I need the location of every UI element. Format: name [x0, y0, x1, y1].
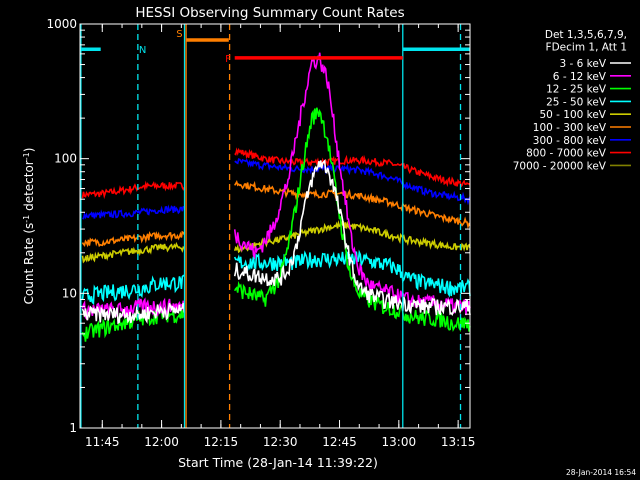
series-line: [81, 302, 186, 325]
y-axis-label-part: -1: [22, 215, 31, 223]
x-tick-label: 12:30: [263, 435, 298, 449]
flag-label: N: [139, 45, 146, 56]
legend-entry: 50 - 100 keV: [539, 109, 606, 121]
series-layer: [81, 52, 471, 342]
legend-entry: 6 - 12 keV: [553, 71, 607, 83]
y-axis-label-part: Count Rate (s: [22, 223, 36, 305]
series-line: [233, 52, 471, 316]
series-line: [81, 180, 185, 200]
series-line: [81, 274, 185, 306]
series-line: [234, 158, 471, 206]
y-tick-label: 100: [54, 152, 77, 166]
series-line: [233, 219, 471, 254]
y-tick-label: 10: [62, 286, 77, 300]
x-tick-label: 11:45: [85, 435, 120, 449]
series-line: [82, 204, 185, 220]
legend-header: FDecim 1, Att 1: [546, 42, 627, 54]
plot-frame: [79, 23, 471, 429]
x-axis-label: Start Time (28-Jan-14 11:39:22): [178, 455, 378, 470]
y-axis-label: Count Rate (s-1 detector-1): [22, 148, 37, 305]
legend-entry: 300 - 800 keV: [533, 135, 607, 147]
x-tick-label: 12:45: [322, 435, 357, 449]
chart-title: HESSI Observing Summary Count Rates: [135, 5, 404, 21]
legend-entry: 100 - 300 keV: [533, 122, 607, 134]
y-tick-label: 1: [69, 421, 77, 435]
y-tick-label: 1000: [46, 17, 77, 31]
x-tick-label: 13:15: [441, 435, 476, 449]
legend-entry: 12 - 25 keV: [546, 84, 607, 96]
series-line: [81, 230, 186, 248]
x-tick-label: 12:15: [204, 435, 239, 449]
series-line: [81, 241, 185, 264]
legend-header: Det 1,3,5,6,7,9,: [545, 29, 627, 41]
legend-entry: 7000 - 20000 keV: [513, 160, 607, 172]
y-axis-label-part: -1: [22, 152, 31, 160]
timestamp: 28-Jan-2014 16:54: [566, 468, 636, 477]
marker-layer: N S F: [80, 24, 470, 428]
axis-layer: 11:45 12:00 12:15 12:30 12:45 13:00 13:15 1 10 10…: [46, 17, 475, 449]
series-line: [234, 180, 471, 230]
flag-label: S: [176, 29, 182, 40]
y-axis-label-part: ): [22, 148, 36, 153]
x-tick-label: 13:00: [382, 435, 417, 449]
legend-entry: 3 - 6 keV: [559, 58, 606, 70]
series-line: [234, 147, 471, 189]
series-line: [233, 159, 471, 316]
y-axis-label-part: detector: [22, 160, 36, 215]
legend-entry: 800 - 7000 keV: [526, 148, 607, 160]
flag-label: F: [225, 54, 231, 65]
legend-entry: 25 - 50 keV: [546, 96, 607, 108]
x-tick-label: 12:00: [144, 435, 179, 449]
series-line: [233, 107, 471, 333]
series-line: [233, 249, 471, 298]
legend: Det 1,3,5,6,7,9,FDecim 1, Att 1 3 - 6 keV…: [513, 29, 631, 172]
